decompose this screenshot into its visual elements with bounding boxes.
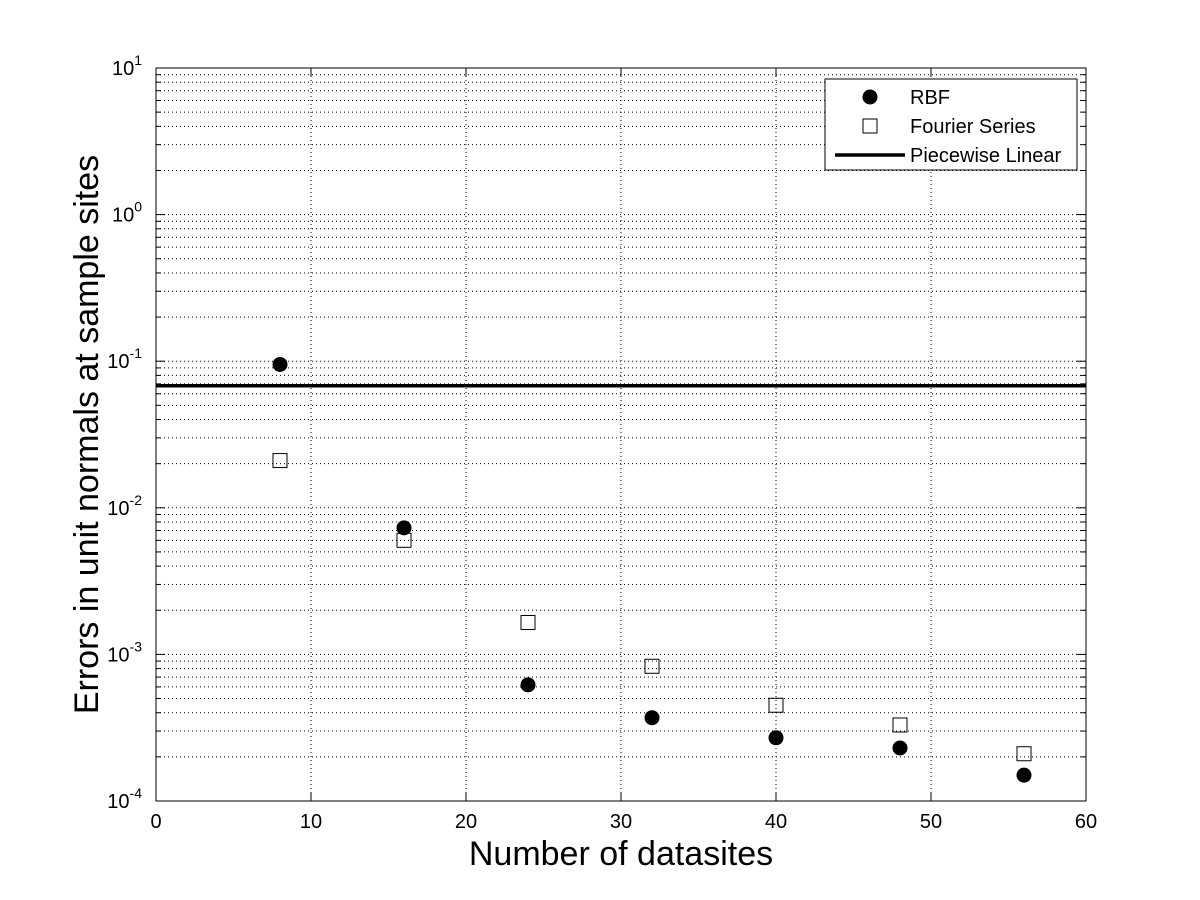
x-tick-label: 10: [300, 811, 322, 833]
fourier-series-point: [1016, 746, 1032, 762]
rbf-point: [892, 740, 908, 756]
legend-label: Fourier Series: [910, 116, 1036, 138]
rbf-point: [520, 677, 536, 693]
x-tick-label: 60: [1075, 811, 1097, 833]
legend-fourier-marker: [862, 118, 878, 134]
rbf-point: [1016, 767, 1032, 783]
fourier-series-point: [396, 532, 412, 548]
fourier-series-point: [520, 615, 536, 631]
rbf-point: [396, 520, 412, 536]
x-tick-label: 30: [610, 811, 632, 833]
legend-label: Piecewise Linear: [910, 145, 1062, 167]
x-tick-label: 40: [765, 811, 787, 833]
y-tick-label: 100: [112, 199, 142, 227]
x-tick-label: 20: [455, 811, 477, 833]
y-tick-label: 10-1: [107, 345, 142, 373]
legend-label: RBF: [910, 87, 950, 109]
y-tick-label: 10-3: [107, 638, 142, 666]
fourier-series-point: [892, 717, 908, 733]
y-axis-label: Errors in unit normals at sample sites: [68, 155, 106, 714]
legend-rbf-marker: [862, 89, 878, 105]
plot-area: [156, 68, 1086, 801]
x-axis-label: Number of datasites: [469, 835, 773, 873]
fourier-series-point: [272, 453, 288, 469]
rbf-point: [644, 710, 660, 726]
y-tick-label: 10-2: [107, 492, 142, 520]
x-tick-label: 50: [920, 811, 942, 833]
fourier-series-point: [644, 658, 660, 674]
legend: RBF Fourier Series Piecewise Linear: [824, 78, 1078, 171]
axes: 0 10 20 30 40 50 60 10-4 10-3 10-2 10-1 100 101: [107, 52, 1097, 833]
rbf-point: [272, 356, 288, 372]
fourier-series-point: [768, 697, 784, 713]
rbf-point: [768, 730, 784, 746]
y-tick-label: 10-4: [107, 785, 142, 813]
y-tick-label: 101: [112, 52, 142, 80]
x-tick-label: 0: [150, 811, 161, 833]
data-layer: [156, 356, 1086, 783]
